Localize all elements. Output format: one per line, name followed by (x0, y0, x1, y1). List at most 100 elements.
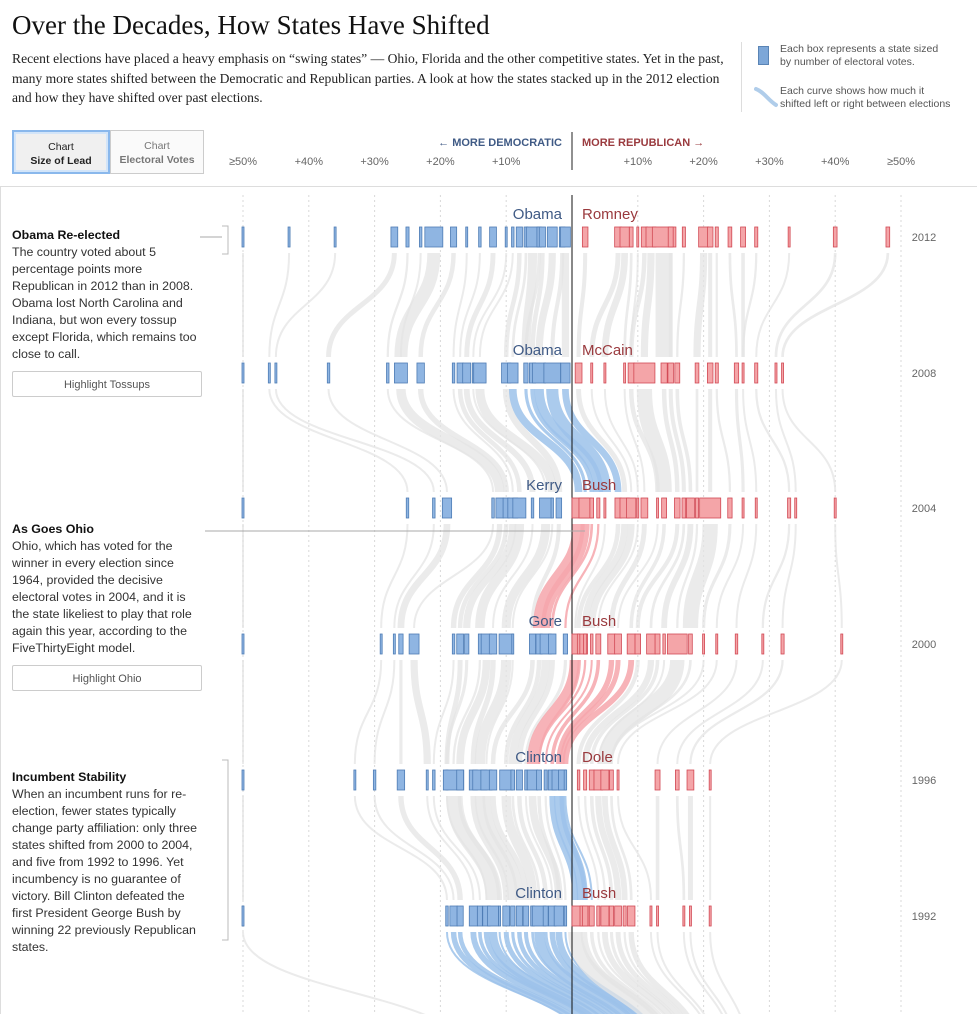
state-box[interactable] (394, 362, 408, 384)
state-box[interactable] (396, 769, 406, 791)
state-box[interactable] (392, 633, 396, 655)
state-box[interactable] (781, 362, 784, 384)
state-box[interactable] (727, 226, 733, 248)
state-box[interactable] (761, 633, 765, 655)
state-box[interactable] (694, 362, 700, 384)
state-box[interactable] (543, 769, 548, 791)
state-box[interactable] (553, 905, 564, 927)
state-box[interactable] (681, 226, 686, 248)
state-box[interactable] (241, 362, 245, 384)
state-box[interactable] (274, 362, 278, 384)
state-box[interactable] (489, 226, 497, 248)
state-box[interactable] (633, 362, 656, 384)
state-box[interactable] (666, 633, 688, 655)
state-box[interactable] (609, 769, 614, 791)
state-box[interactable] (754, 226, 759, 248)
state-box[interactable] (708, 769, 712, 791)
state-box[interactable] (498, 633, 514, 655)
state-box[interactable] (754, 362, 759, 384)
state-box[interactable] (608, 905, 615, 927)
state-box[interactable] (667, 226, 674, 248)
state-box[interactable] (623, 362, 627, 384)
state-box[interactable] (614, 633, 622, 655)
state-box[interactable] (581, 226, 589, 248)
state-box[interactable] (241, 905, 245, 927)
state-box[interactable] (589, 497, 595, 519)
state-box[interactable] (522, 905, 530, 927)
state-box[interactable] (754, 497, 758, 519)
state-box[interactable] (241, 497, 245, 519)
state-box[interactable] (451, 633, 456, 655)
state-box[interactable] (626, 497, 637, 519)
state-box[interactable] (603, 497, 607, 519)
state-box[interactable] (451, 362, 456, 384)
state-box[interactable] (583, 633, 588, 655)
state-box[interactable] (654, 633, 661, 655)
state-box[interactable] (689, 905, 692, 927)
state-box[interactable] (542, 905, 549, 927)
state-box[interactable] (682, 905, 686, 927)
state-box[interactable] (787, 226, 791, 248)
state-box[interactable] (408, 633, 420, 655)
state-box[interactable] (405, 497, 410, 519)
state-box[interactable] (674, 362, 681, 384)
state-box[interactable] (734, 633, 739, 655)
state-box[interactable] (405, 226, 410, 248)
state-box[interactable] (706, 362, 714, 384)
state-box[interactable] (600, 769, 610, 791)
state-box[interactable] (372, 769, 377, 791)
state-box[interactable] (548, 633, 557, 655)
state-box[interactable] (699, 497, 722, 519)
state-box[interactable] (702, 633, 705, 655)
state-box[interactable] (714, 226, 719, 248)
state-box[interactable] (456, 769, 464, 791)
state-box[interactable] (523, 362, 529, 384)
state-box[interactable] (675, 769, 680, 791)
state-box[interactable] (511, 226, 515, 248)
state-box[interactable] (627, 362, 635, 384)
state-box[interactable] (626, 633, 636, 655)
toggle-electoral-votes[interactable]: Chart Electoral Votes (110, 130, 204, 174)
state-box[interactable] (478, 226, 482, 248)
state-box[interactable] (574, 362, 583, 384)
state-box[interactable] (583, 769, 588, 791)
state-box[interactable] (622, 905, 627, 927)
state-box[interactable] (515, 769, 523, 791)
state-box[interactable] (787, 497, 792, 519)
state-box[interactable] (511, 633, 515, 655)
state-box[interactable] (840, 633, 844, 655)
state-box[interactable] (619, 226, 630, 248)
state-box[interactable] (530, 497, 535, 519)
highlight-tossups-button[interactable]: Highlight Tossups (12, 371, 202, 397)
state-box[interactable] (555, 497, 563, 519)
state-box[interactable] (550, 497, 554, 519)
state-box[interactable] (628, 226, 634, 248)
state-box[interactable] (560, 362, 571, 384)
state-box[interactable] (476, 905, 483, 927)
state-box[interactable] (465, 226, 469, 248)
state-box[interactable] (390, 226, 399, 248)
state-box[interactable] (600, 905, 610, 927)
state-box[interactable] (287, 226, 291, 248)
state-box[interactable] (353, 769, 357, 791)
state-box[interactable] (546, 226, 558, 248)
state-box[interactable] (488, 633, 498, 655)
toggle-size-of-lead[interactable]: Chart Size of Lead (12, 130, 110, 174)
state-box[interactable] (464, 633, 470, 655)
state-box[interactable] (832, 226, 838, 248)
state-box[interactable] (432, 769, 436, 791)
state-box[interactable] (590, 362, 594, 384)
state-box[interactable] (333, 226, 337, 248)
state-box[interactable] (715, 633, 719, 655)
state-box[interactable] (634, 633, 641, 655)
state-box[interactable] (326, 362, 331, 384)
state-box[interactable] (686, 769, 695, 791)
state-box[interactable] (727, 497, 733, 519)
state-box[interactable] (708, 905, 712, 927)
state-box[interactable] (562, 633, 568, 655)
state-box[interactable] (774, 362, 778, 384)
state-box[interactable] (688, 633, 693, 655)
state-box[interactable] (536, 769, 542, 791)
state-box[interactable] (241, 226, 245, 248)
state-box[interactable] (706, 226, 714, 248)
